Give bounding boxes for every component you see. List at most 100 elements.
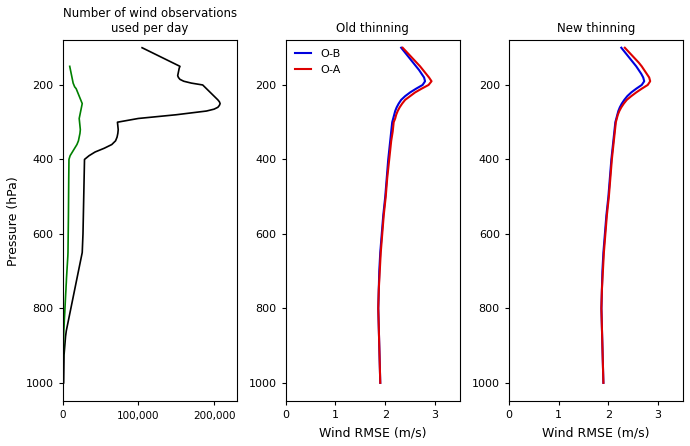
O-A bbox=[646, 78, 654, 84]
O-B bbox=[618, 101, 626, 106]
O-A bbox=[631, 56, 640, 62]
O-A bbox=[620, 101, 628, 106]
O-B bbox=[611, 120, 620, 125]
O-B bbox=[598, 306, 606, 311]
O-A bbox=[599, 268, 607, 274]
O-A bbox=[401, 97, 409, 103]
Line: O-B: O-B bbox=[602, 48, 644, 383]
O-A bbox=[409, 56, 417, 62]
O-A bbox=[613, 116, 621, 121]
O-B bbox=[599, 362, 607, 367]
Line: O-B: O-B bbox=[378, 48, 425, 383]
O-B bbox=[412, 86, 420, 91]
O-B bbox=[384, 157, 393, 162]
O-A bbox=[622, 97, 631, 103]
O-B bbox=[420, 75, 428, 80]
O-B bbox=[412, 64, 420, 69]
O-B bbox=[598, 287, 606, 293]
Title: New thinning: New thinning bbox=[557, 22, 635, 35]
O-A bbox=[427, 78, 435, 84]
O-A bbox=[608, 157, 616, 162]
O-B bbox=[375, 287, 383, 293]
O-A bbox=[617, 105, 625, 110]
O-B bbox=[627, 90, 635, 95]
O-A bbox=[632, 90, 640, 95]
O-A bbox=[599, 380, 607, 385]
O-B bbox=[421, 78, 429, 84]
O-B bbox=[599, 250, 607, 255]
O-B bbox=[617, 45, 625, 50]
O-A bbox=[374, 306, 382, 311]
O-B bbox=[375, 268, 384, 274]
O-A bbox=[612, 120, 620, 125]
O-A bbox=[375, 324, 383, 330]
O-B bbox=[376, 250, 384, 255]
O-B bbox=[375, 324, 383, 330]
O-B bbox=[418, 82, 426, 87]
O-B bbox=[381, 194, 389, 199]
O-A bbox=[382, 194, 390, 199]
O-A bbox=[386, 148, 395, 153]
O-A bbox=[621, 45, 629, 50]
O-B bbox=[391, 108, 400, 114]
O-A bbox=[598, 306, 606, 311]
O-B bbox=[640, 78, 649, 84]
O-B bbox=[623, 53, 631, 58]
Legend: O-B, O-A: O-B, O-A bbox=[291, 46, 344, 78]
O-A bbox=[422, 71, 430, 76]
O-A bbox=[375, 362, 384, 367]
O-A bbox=[604, 194, 613, 199]
O-B bbox=[377, 231, 386, 236]
O-B bbox=[598, 343, 607, 348]
O-A bbox=[395, 105, 404, 110]
O-B bbox=[607, 157, 615, 162]
O-B bbox=[401, 94, 409, 99]
O-A bbox=[424, 82, 433, 87]
O-B bbox=[374, 306, 382, 311]
O-A bbox=[638, 86, 646, 91]
O-A bbox=[416, 64, 424, 69]
Y-axis label: Pressure (hPa): Pressure (hPa) bbox=[7, 176, 20, 266]
O-B bbox=[379, 213, 387, 218]
O-B bbox=[632, 64, 640, 69]
O-B bbox=[406, 56, 414, 62]
O-A bbox=[645, 75, 653, 80]
O-A bbox=[598, 343, 607, 348]
O-B bbox=[614, 108, 622, 114]
O-B bbox=[608, 148, 616, 153]
O-B bbox=[638, 82, 646, 87]
O-A bbox=[642, 71, 651, 76]
O-B bbox=[602, 213, 611, 218]
O-B bbox=[397, 97, 405, 103]
O-A bbox=[380, 213, 388, 218]
O-A bbox=[627, 94, 635, 99]
Line: O-A: O-A bbox=[602, 48, 650, 383]
O-A bbox=[406, 94, 414, 99]
O-A bbox=[387, 138, 395, 144]
Title: Number of wind observations
used per day: Number of wind observations used per day bbox=[63, 7, 237, 35]
O-B bbox=[613, 112, 622, 117]
O-B bbox=[397, 45, 405, 50]
O-B bbox=[388, 120, 396, 125]
O-A bbox=[398, 101, 406, 106]
O-B bbox=[606, 175, 614, 181]
O-A bbox=[598, 324, 606, 330]
O-A bbox=[419, 67, 427, 73]
O-A bbox=[611, 129, 619, 134]
O-B bbox=[639, 75, 647, 80]
O-A bbox=[399, 45, 407, 50]
O-A bbox=[615, 108, 624, 114]
O-B bbox=[417, 71, 426, 76]
O-A bbox=[610, 138, 618, 144]
O-B bbox=[612, 116, 620, 121]
O-B bbox=[395, 101, 403, 106]
O-A bbox=[607, 175, 615, 181]
O-A bbox=[609, 148, 617, 153]
X-axis label: Wind RMSE (m/s): Wind RMSE (m/s) bbox=[319, 426, 426, 439]
O-B bbox=[400, 49, 408, 54]
O-B bbox=[626, 56, 634, 62]
O-B bbox=[385, 148, 393, 153]
O-A bbox=[406, 53, 414, 58]
O-A bbox=[640, 67, 649, 73]
O-A bbox=[385, 157, 393, 162]
